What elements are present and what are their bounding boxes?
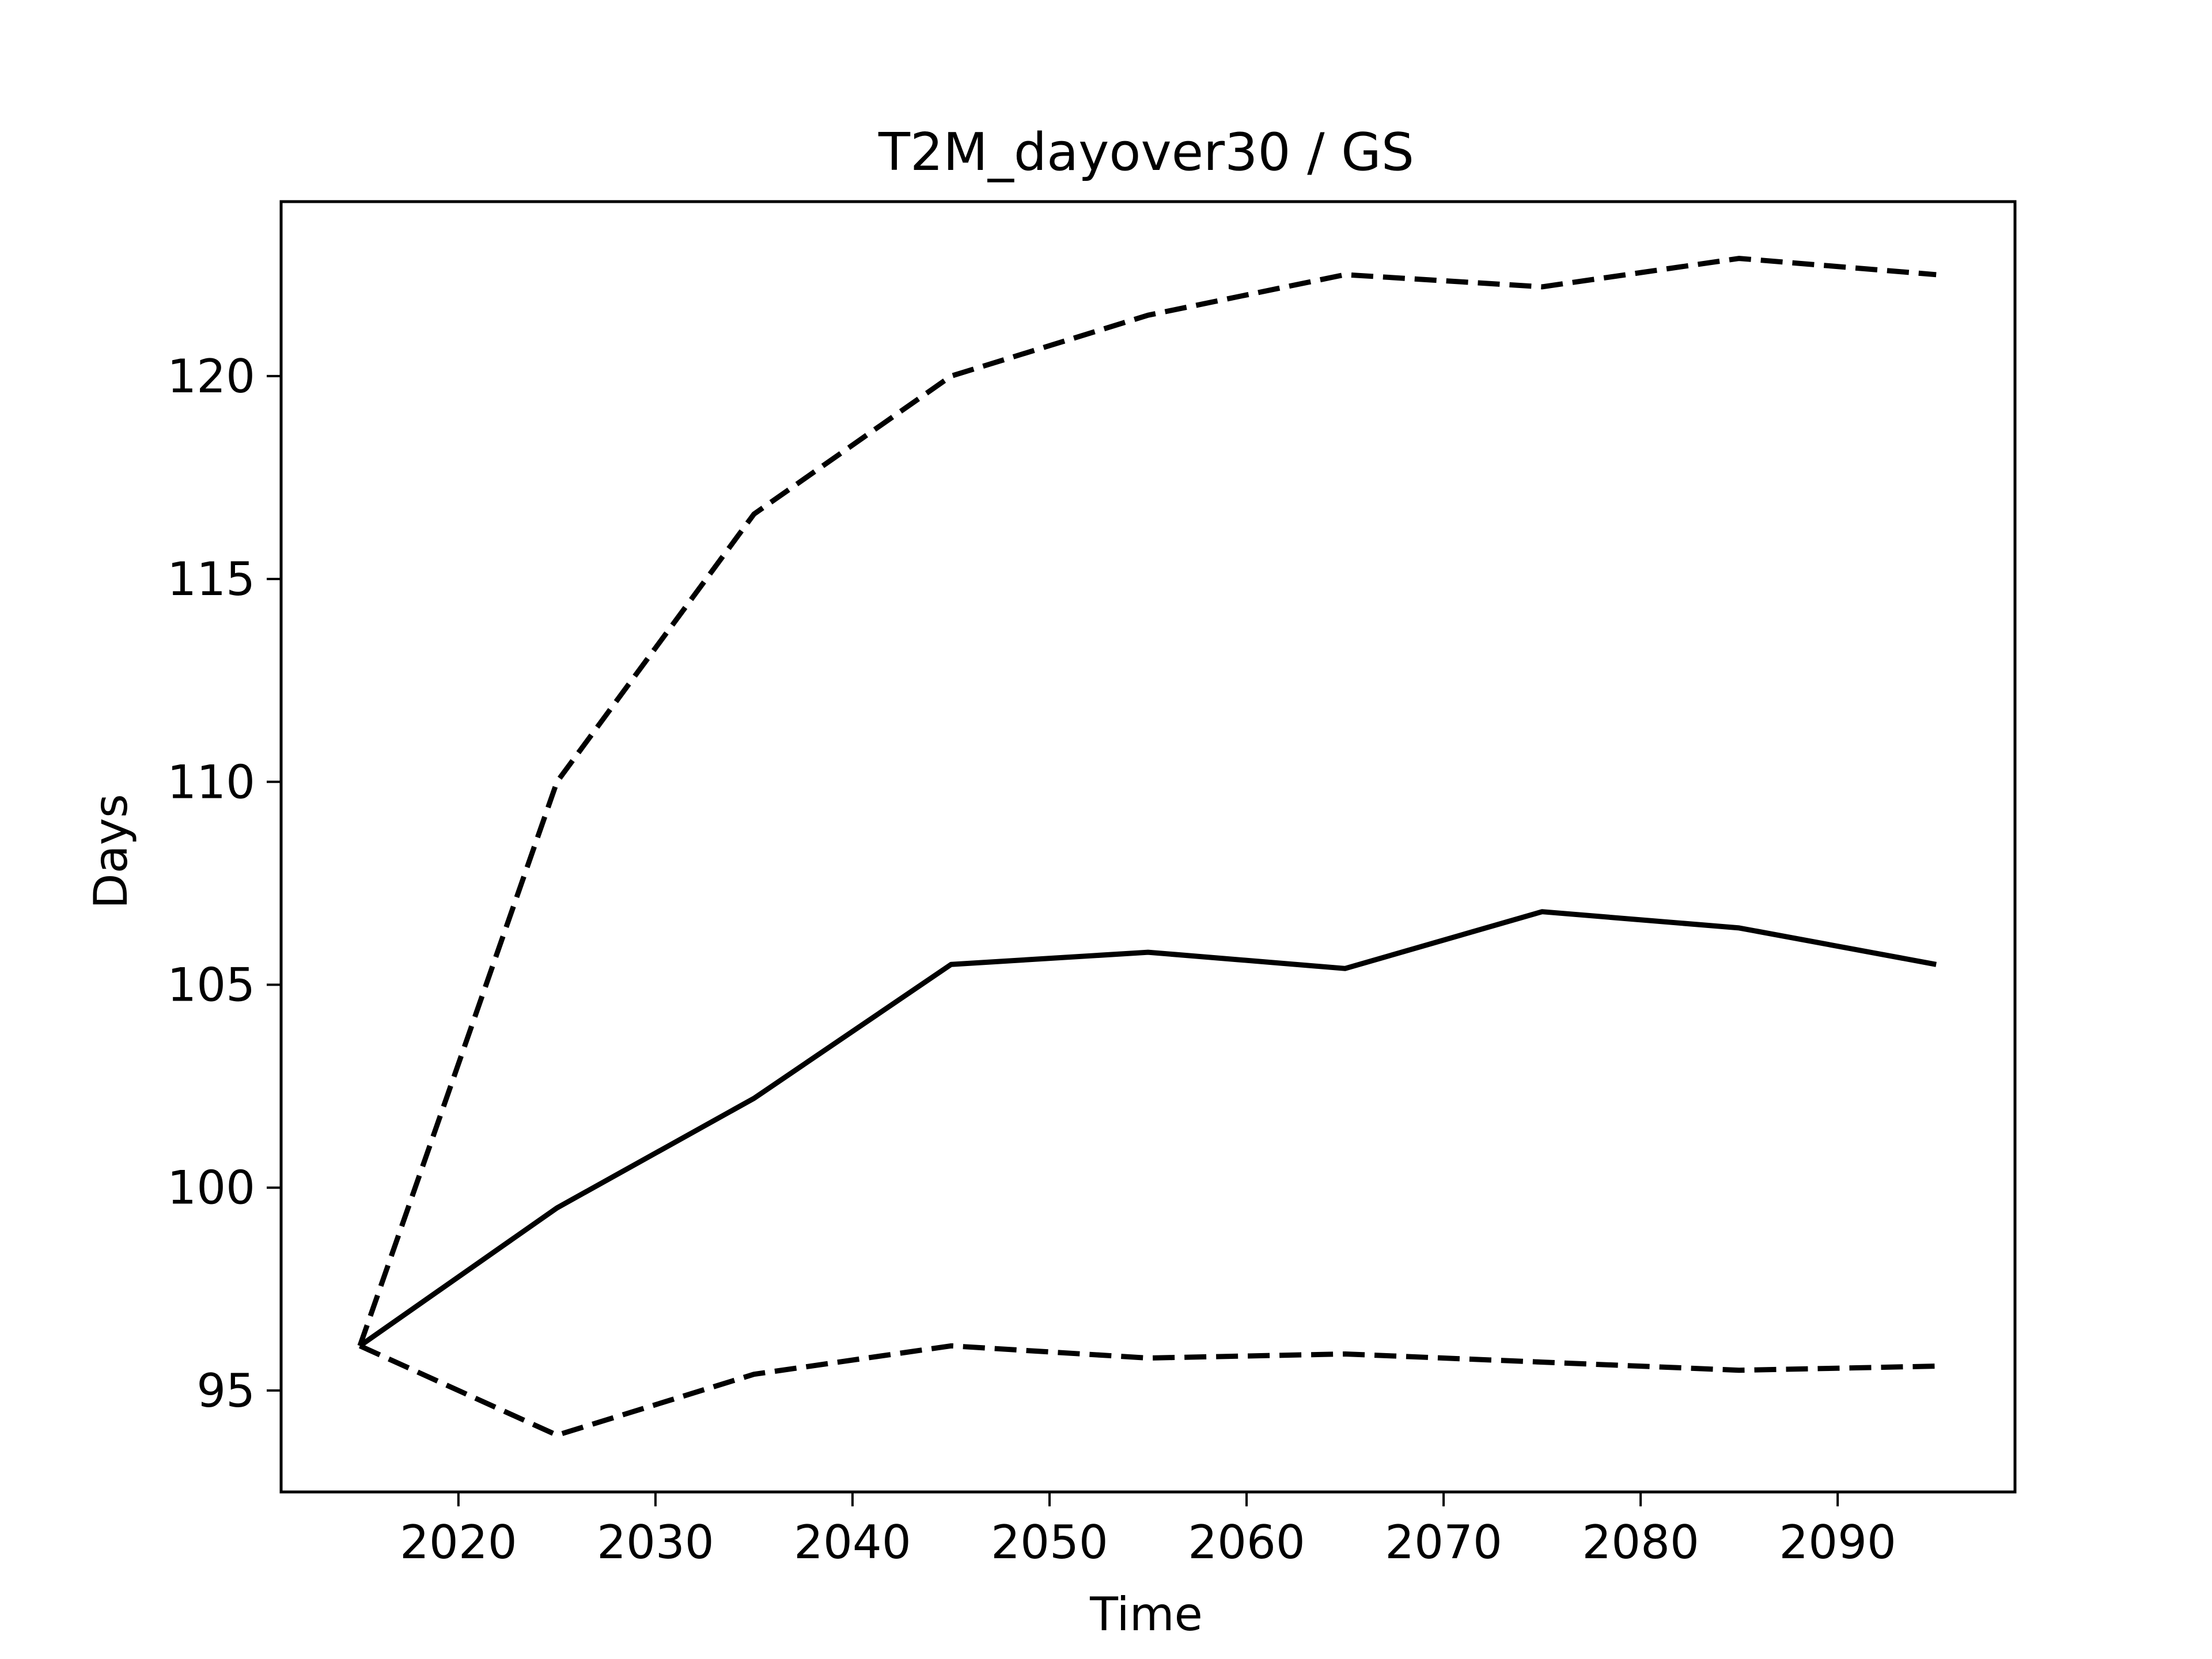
x-axis-label: Time	[1089, 1588, 1203, 1641]
x-tick-label: 2020	[400, 1516, 517, 1569]
x-tick-label: 2040	[794, 1516, 911, 1569]
y-tick-label: 95	[196, 1364, 255, 1418]
x-tick-label: 2090	[1779, 1516, 1896, 1569]
axes-frame	[279, 200, 2017, 1494]
x-tick-label: 2030	[597, 1516, 714, 1569]
y-tick-label: 105	[167, 958, 255, 1012]
plot-area	[279, 200, 2017, 1494]
y-tick-label: 115	[167, 552, 255, 606]
y-tick-label: 110	[167, 755, 255, 809]
x-tick-label: 2070	[1385, 1516, 1502, 1569]
series-line-1	[358, 909, 1937, 1349]
y-axis-label: Days	[84, 794, 138, 909]
y-axis: 95 100 105 110 115 120	[167, 350, 281, 1418]
series-line-2	[357, 256, 1937, 1347]
x-tick-label: 2050	[991, 1516, 1108, 1569]
x-axis: 2020 2030 2040 2050 2060 2070 2080 2090	[400, 1492, 1896, 1569]
series-line-3	[358, 1343, 1937, 1438]
series-layer	[357, 256, 1937, 1438]
x-tick-label: 2080	[1582, 1516, 1699, 1569]
chart-title: T2M_dayover30 / GS	[878, 122, 1414, 183]
x-tick-label: 2060	[1188, 1516, 1305, 1569]
y-tick-label: 100	[167, 1161, 255, 1215]
y-tick-label: 120	[167, 350, 255, 403]
